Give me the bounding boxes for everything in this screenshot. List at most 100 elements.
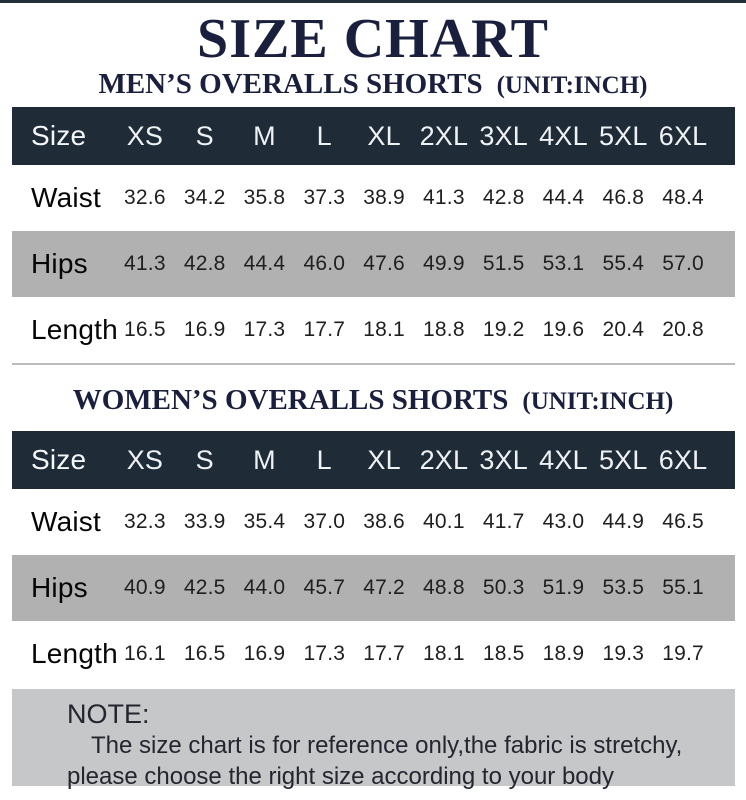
measurement-cell: 55.1 — [662, 576, 704, 600]
measurement-cell: 18.1 — [363, 318, 405, 342]
measurement-cell: 18.1 — [423, 642, 465, 666]
measurement-cell: 55.4 — [602, 252, 645, 276]
measurement-cell: 34.2 — [183, 186, 226, 210]
measurement-cell: 46.0 — [303, 252, 346, 276]
size-col-2xl: 2XL — [419, 120, 469, 151]
measurement-cell: 16.9 — [183, 318, 226, 342]
measurement-cell: 16.9 — [243, 642, 286, 666]
measurement-cell: 37.3 — [303, 186, 346, 210]
size-col-s: S — [195, 444, 214, 475]
measurement-cell: 35.8 — [243, 186, 286, 210]
measurement-cell: 19.7 — [662, 642, 704, 666]
size-header-cell: Size — [31, 120, 87, 152]
mens-length-row: Length 16.5 16.9 17.3 17.7 18.1 18.8 19.… — [12, 297, 735, 364]
measurement-cell: 41.7 — [482, 510, 525, 534]
mens-waist-row: Waist 32.6 34.2 35.8 37.3 38.9 41.3 42.8… — [12, 165, 735, 232]
womens-hips-row: Hips 40.9 42.5 44.0 45.7 47.2 48.8 50.3 … — [12, 555, 735, 622]
size-col-6xl: 6XL — [658, 120, 708, 151]
row-label-hips: Hips — [31, 572, 88, 604]
size-col-4xl: 4XL — [539, 444, 588, 475]
note-box: NOTE: The size chart is for reference on… — [12, 689, 735, 790]
measurement-cell: 17.3 — [243, 318, 286, 342]
size-col-2xl: 2XL — [419, 444, 469, 475]
mens-section-label: MEN’S OVERALLS SHORTS — [98, 68, 483, 101]
measurement-cell: 40.1 — [423, 510, 465, 534]
measurement-cell: 48.4 — [662, 186, 704, 210]
mens-unit-label: (UNIT:INCH) — [496, 72, 648, 100]
womens-section-title: WOMEN’S OVERALLS SHORTS (UNIT:INCH) — [0, 385, 746, 417]
measurement-cell: 48.8 — [423, 576, 465, 600]
row-label-waist: Waist — [31, 182, 101, 214]
measurement-cell: 38.9 — [363, 186, 405, 210]
measurement-cell: 16.5 — [183, 642, 226, 666]
size-col-l: L — [316, 120, 332, 151]
measurement-cell: 47.6 — [363, 252, 405, 276]
measurement-cell: 38.6 — [363, 510, 405, 534]
row-label-waist: Waist — [31, 506, 101, 538]
measurement-cell: 16.1 — [124, 642, 166, 666]
note-line-2: please choose the right size according t… — [67, 763, 614, 791]
womens-section-label: WOMEN’S OVERALLS SHORTS — [72, 384, 509, 417]
measurement-cell: 44.0 — [243, 576, 286, 600]
measurement-cell: 53.1 — [542, 252, 585, 276]
measurement-cell: 17.3 — [303, 642, 346, 666]
size-col-l: L — [316, 444, 332, 475]
measurement-cell: 51.9 — [542, 576, 585, 600]
womens-waist-row: Waist 32.3 33.9 35.4 37.0 38.6 40.1 41.7… — [12, 489, 735, 556]
size-col-4xl: 4XL — [539, 120, 588, 151]
measurement-cell: 47.2 — [363, 576, 405, 600]
measurement-cell: 17.7 — [363, 642, 405, 666]
measurement-cell: 32.6 — [124, 186, 166, 210]
measurement-cell: 46.5 — [662, 510, 704, 534]
measurement-cell: 41.3 — [423, 186, 465, 210]
measurement-cell: 43.0 — [542, 510, 585, 534]
note-line-1: The size chart is for reference only,the… — [91, 732, 683, 760]
measurement-cell: 51.5 — [482, 252, 525, 276]
measurement-cell: 18.5 — [482, 642, 525, 666]
size-col-xl: XL — [367, 120, 401, 151]
size-col-6xl: 6XL — [658, 444, 708, 475]
measurement-cell: 20.4 — [602, 318, 645, 342]
measurement-cell: 50.3 — [482, 576, 525, 600]
size-col-s: S — [195, 120, 214, 151]
measurement-cell: 20.8 — [662, 318, 704, 342]
measurement-cell: 45.7 — [303, 576, 346, 600]
measurement-cell: 19.3 — [602, 642, 645, 666]
size-col-xs: XS — [126, 444, 164, 475]
measurement-cell: 33.9 — [183, 510, 226, 534]
size-col-m: M — [253, 120, 276, 151]
measurement-cell: 18.8 — [423, 318, 465, 342]
measurement-cell: 35.4 — [243, 510, 286, 534]
measurement-cell: 32.3 — [124, 510, 166, 534]
measurement-cell: 17.7 — [303, 318, 346, 342]
mens-header-row: Size XS S M L XL 2XL 3XL 4XL 5XL 6XL — [12, 107, 735, 166]
measurement-cell: 41.3 — [124, 252, 166, 276]
measurement-cell: 53.5 — [602, 576, 645, 600]
note-heading: NOTE: — [67, 699, 150, 730]
size-col-xs: XS — [126, 120, 164, 151]
womens-unit-label: (UNIT:INCH) — [522, 388, 674, 416]
page-title: SIZE CHART — [197, 8, 549, 70]
measurement-cell: 44.4 — [542, 186, 585, 210]
size-col-5xl: 5XL — [598, 120, 648, 151]
measurement-cell: 40.9 — [124, 576, 166, 600]
size-header-cell: Size — [31, 444, 87, 476]
measurement-cell: 42.8 — [482, 186, 525, 210]
mens-size-table: Size XS S M L XL 2XL 3XL 4XL 5XL 6XL Wai… — [12, 107, 735, 366]
size-col-m: M — [253, 444, 276, 475]
measurement-cell: 49.9 — [423, 252, 465, 276]
size-col-5xl: 5XL — [598, 444, 648, 475]
measurement-cell: 18.9 — [542, 642, 585, 666]
row-label-length: Length — [31, 314, 118, 346]
measurement-cell: 19.6 — [542, 318, 585, 342]
measurement-cell: 57.0 — [662, 252, 704, 276]
womens-header-row: Size XS S M L XL 2XL 3XL 4XL 5XL 6XL — [12, 431, 735, 490]
row-label-length: Length — [31, 638, 118, 670]
row-label-hips: Hips — [31, 248, 88, 280]
size-col-xl: XL — [367, 444, 401, 475]
measurement-cell: 19.2 — [482, 318, 525, 342]
measurement-cell: 44.4 — [243, 252, 286, 276]
measurement-cell: 46.8 — [602, 186, 645, 210]
measurement-cell: 44.9 — [602, 510, 645, 534]
